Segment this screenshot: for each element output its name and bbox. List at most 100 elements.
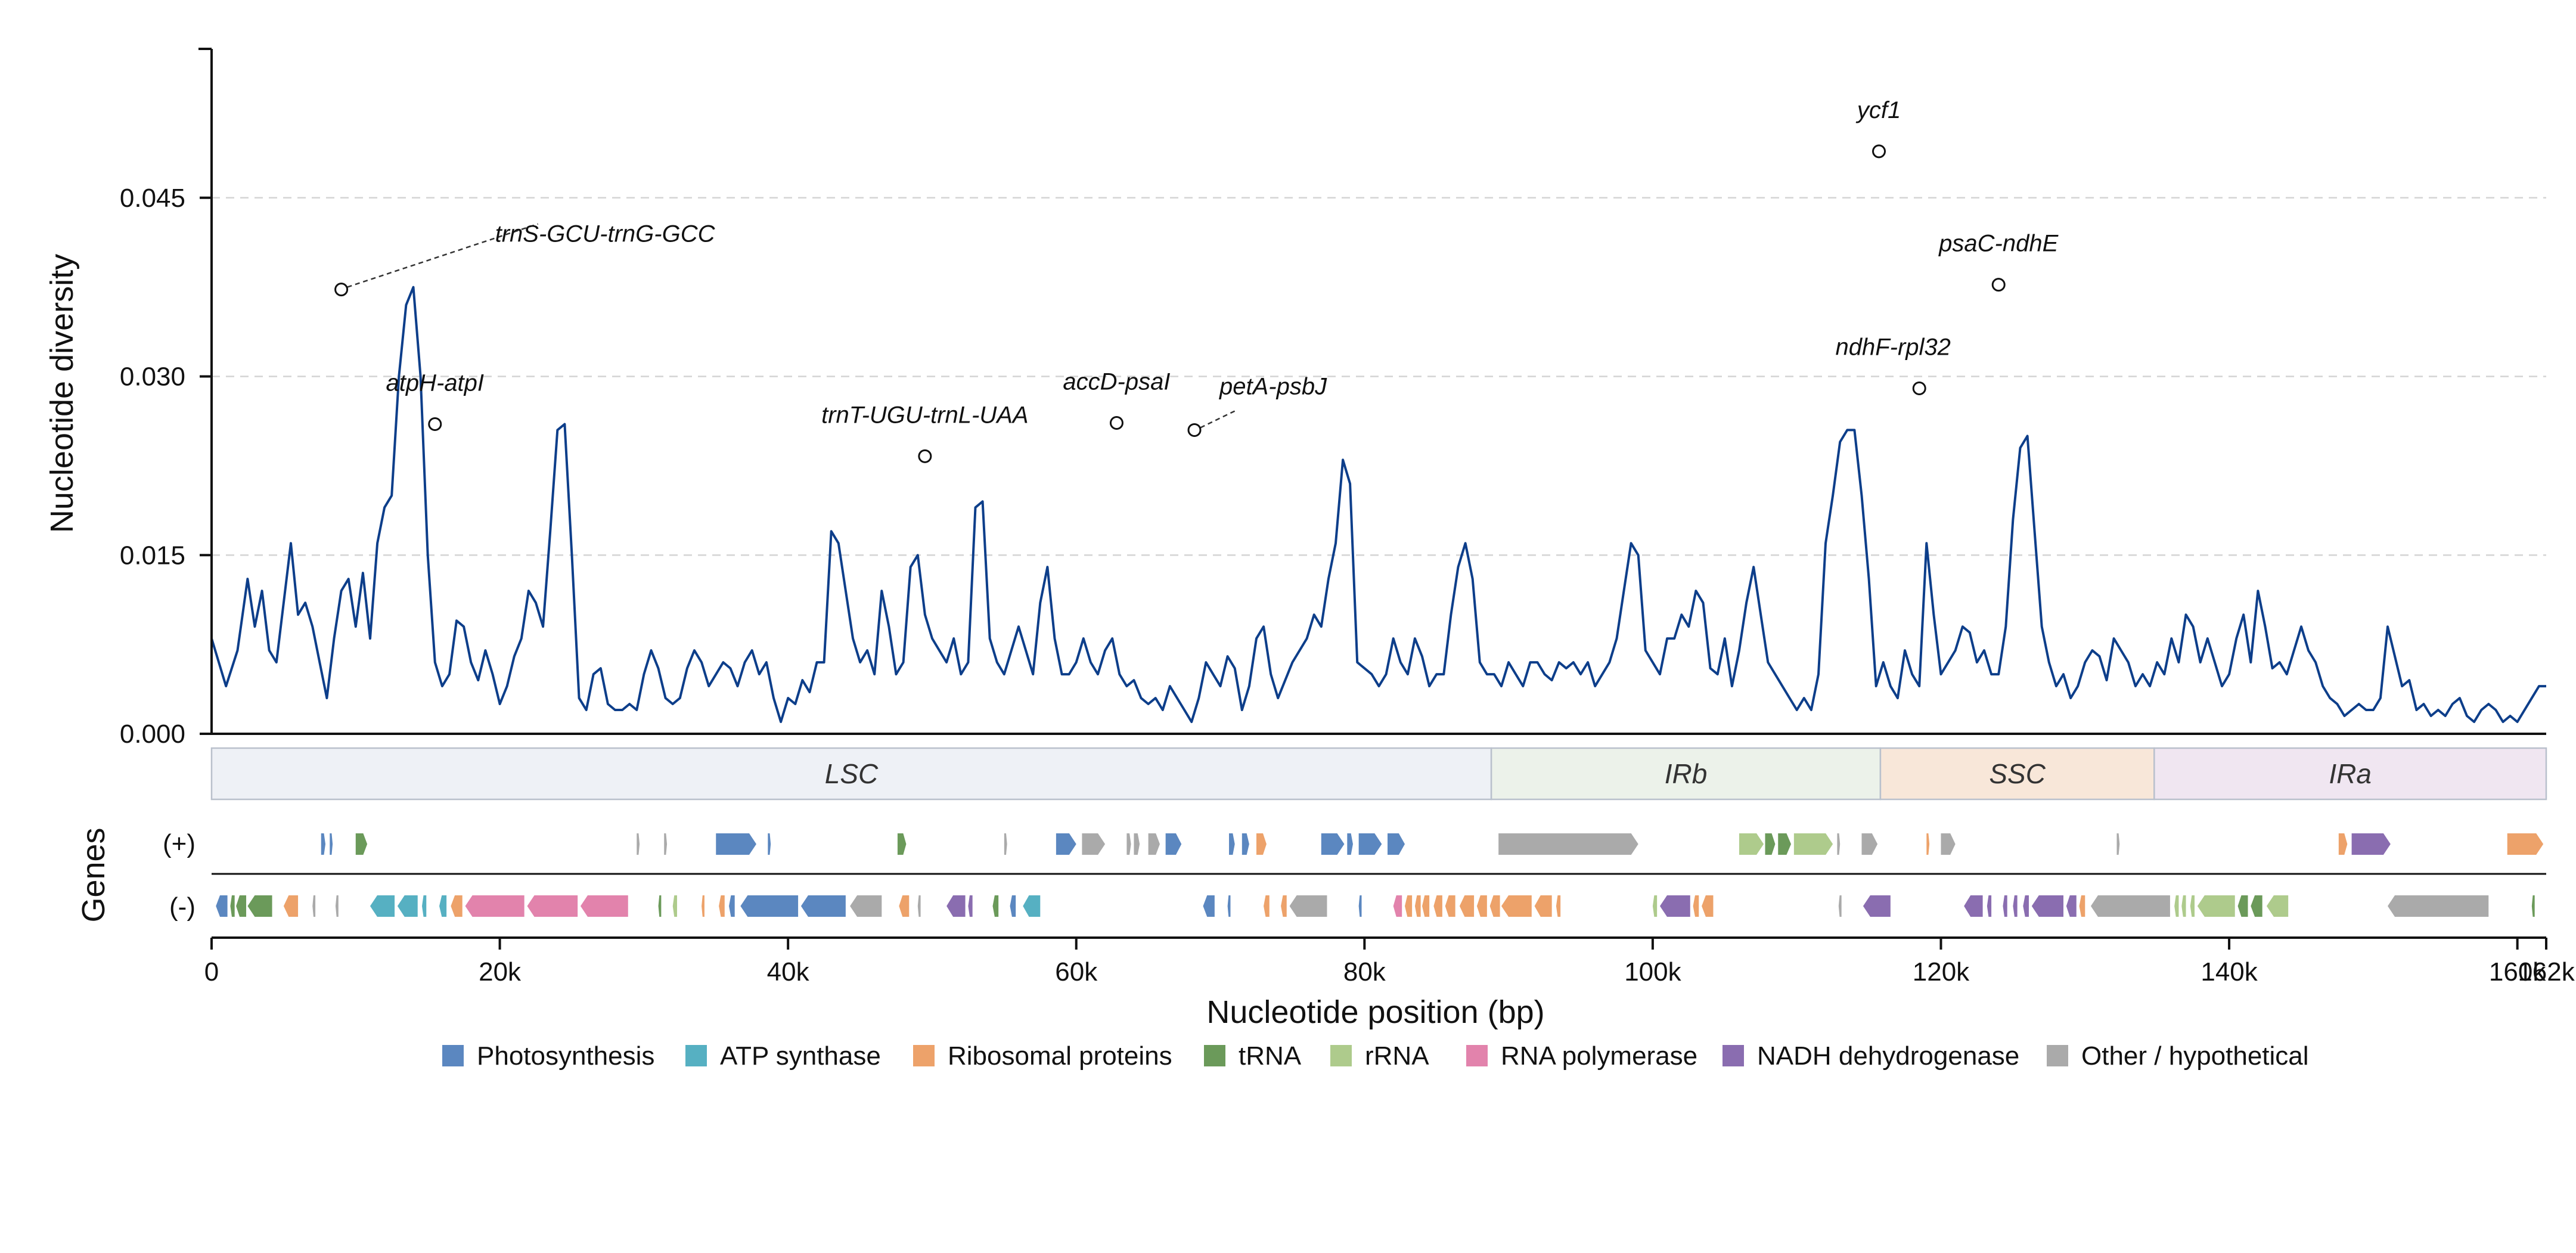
gene (2090, 895, 2170, 917)
gene (1793, 833, 1833, 855)
gene (1433, 895, 1442, 917)
strand-plus-label: (+) (163, 829, 195, 858)
gene (1498, 833, 1638, 855)
gene (800, 895, 846, 917)
gene (1126, 833, 1131, 855)
x-tick-label: 60k (1055, 957, 1098, 987)
annotation-marker (918, 449, 932, 463)
gene (355, 833, 368, 855)
x-tick-label: 140k (2201, 957, 2258, 987)
legend-label: RNA polymerase (1501, 1041, 1697, 1071)
gene (1778, 833, 1792, 855)
region-band: LSC IRb SSC IRa (210, 747, 2547, 801)
y-axis-title: Nucleotide diversity (44, 254, 80, 533)
annotation-marker (1109, 415, 1123, 430)
region-lsc (210, 747, 1492, 801)
gene (1652, 895, 1658, 917)
gene (1702, 895, 1714, 917)
gene (1227, 895, 1231, 917)
gene (899, 895, 910, 917)
gene (664, 833, 668, 855)
gene (1863, 895, 1891, 917)
annotation-marker (1912, 382, 1926, 396)
legend-label: ATP synthase (720, 1041, 881, 1071)
gene (1256, 833, 1267, 855)
gene (312, 895, 316, 917)
legend-swatch (1204, 1045, 1225, 1066)
gene (1414, 895, 1421, 917)
gene (527, 895, 578, 917)
x-tick-label: 20k (479, 957, 522, 987)
gene (2507, 833, 2544, 855)
gene (2066, 895, 2077, 917)
gene (1023, 895, 1041, 917)
gridlines (212, 197, 2546, 556)
legend-label: Other / hypothetical (2081, 1041, 2309, 1071)
x-tick-label: 162k (2518, 957, 2575, 987)
annotation-label: trnT-UGU-trnL-UAA (821, 402, 1028, 428)
gene (1476, 895, 1487, 917)
legend-label: NADH dehydrogenase (1757, 1041, 2019, 1071)
gene (2174, 895, 2179, 917)
gene (946, 895, 966, 917)
annotation-marker (334, 283, 349, 297)
annotation-label: petA-psbJ (1219, 373, 1327, 399)
gene (1987, 895, 1992, 917)
gene (637, 833, 640, 855)
gene (397, 895, 418, 917)
gene (2003, 895, 2007, 917)
gene (1242, 833, 1249, 855)
gene (1837, 833, 1841, 855)
x-tick-label: 80k (1343, 957, 1386, 987)
axes: 0.000 0.015 0.030 0.045 0 20k 40k 60k 80k 100k 120… (120, 48, 2575, 987)
gene (1056, 833, 1076, 855)
legend-swatch (685, 1045, 707, 1066)
legend-swatch (1722, 1045, 1744, 1066)
gene (283, 895, 299, 917)
gene (1321, 833, 1345, 855)
region-label: IRa (2329, 758, 2372, 789)
gene (1659, 895, 1690, 917)
x-tick-label: 120k (1913, 957, 1970, 987)
gene (247, 895, 272, 917)
strand-minus-label: (-) (169, 892, 195, 922)
region-label: IRb (1665, 758, 1708, 789)
gene (740, 895, 799, 917)
annotation-marker (1991, 278, 2006, 292)
gene (1134, 833, 1140, 855)
gene (370, 895, 395, 917)
annotation-label: ndhF-rpl32 (1835, 334, 1950, 361)
gene (230, 895, 235, 917)
y-tick-label: 0.030 (120, 362, 185, 392)
gene (1010, 895, 1016, 917)
annotation-leader (347, 223, 539, 288)
gene (1926, 833, 1930, 855)
gene (2190, 895, 2195, 917)
legend-swatch (1330, 1045, 1352, 1066)
gene (897, 833, 907, 855)
region-ssc (1879, 747, 2155, 801)
gene (1264, 895, 1270, 917)
gene (2197, 895, 2235, 917)
gene (1556, 895, 1561, 917)
gene (1405, 895, 1413, 917)
gene (2079, 895, 2085, 917)
gene (330, 833, 333, 855)
gene (1534, 895, 1552, 917)
x-tick-label: 0 (204, 957, 219, 987)
gene (850, 895, 882, 917)
gene (1393, 895, 1402, 917)
gene (1229, 833, 1235, 855)
gene (1289, 895, 1327, 917)
gene (1388, 833, 1405, 855)
gene (1459, 895, 1475, 917)
gene (658, 895, 662, 917)
gene (1203, 895, 1215, 917)
legend-swatch (1466, 1045, 1488, 1066)
region-ira (2153, 747, 2547, 801)
region-irb (1490, 747, 1882, 801)
gene (702, 895, 704, 917)
gene (1964, 895, 1983, 917)
gene-tracks (212, 833, 2546, 917)
gene (1693, 895, 1699, 917)
